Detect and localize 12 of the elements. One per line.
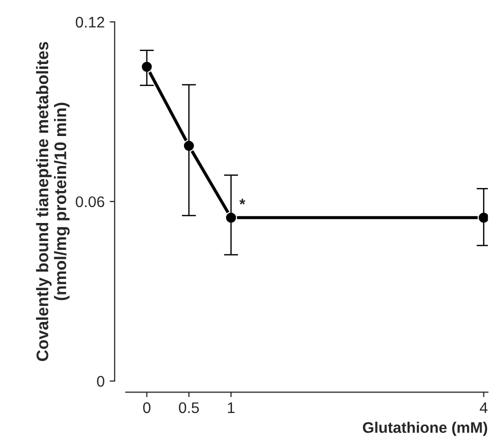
x-tick-label: 4 [480,402,488,413]
y-tick-label: 0 [97,376,104,387]
x-axis-title: Glutathione (mM) [362,422,488,436]
y-axis-title: Covalently bound tianeptine metabolites (nmol/mg protein/10 min) [36,42,70,361]
annotation: * [239,198,246,204]
x-tick-label: 0.5 [178,402,199,414]
x-tick-label: 1 [228,402,235,413]
point [182,140,195,152]
y-tick-label: 0.06 [76,196,104,208]
point [224,212,238,224]
y-tick-label: 0.12 [76,16,104,28]
x-tick-label: 0 [143,402,150,414]
